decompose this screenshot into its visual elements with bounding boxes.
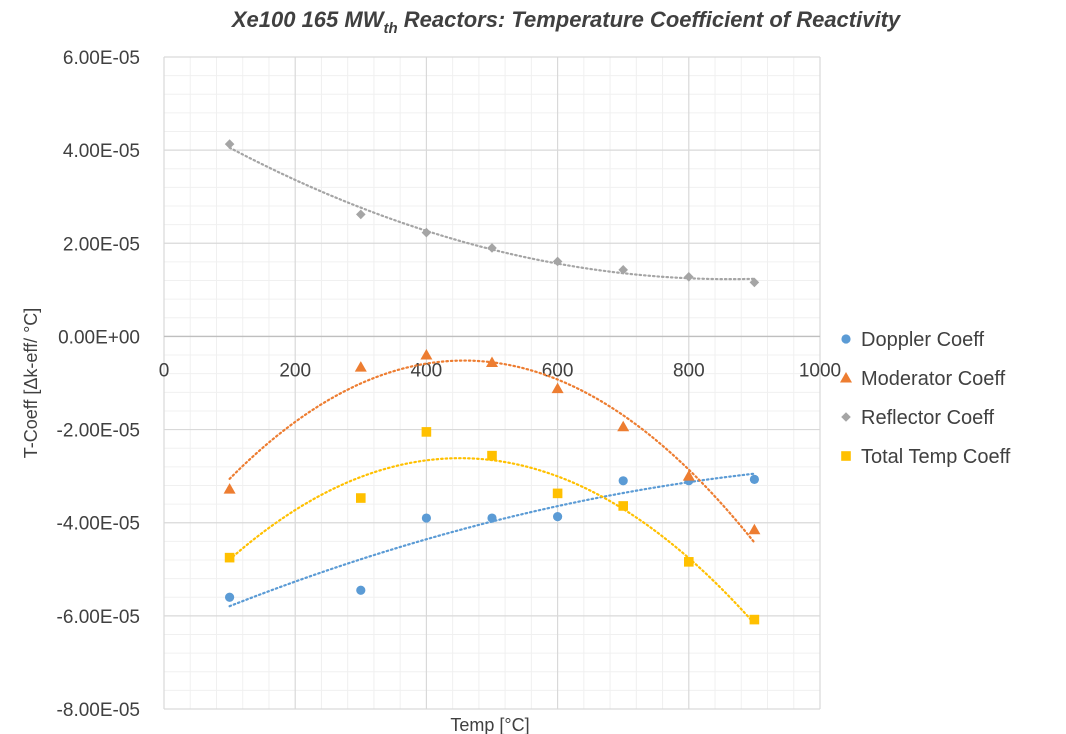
y-tick-label: -2.00E-05 xyxy=(57,421,140,442)
legend-label: Moderator Coeff xyxy=(861,368,1006,390)
data-point xyxy=(421,227,432,238)
x-tick-label: 0 xyxy=(159,360,170,381)
chart-title-subscript: th xyxy=(383,20,397,37)
data-point xyxy=(421,427,432,437)
data-point xyxy=(487,513,497,523)
data-point xyxy=(749,277,760,288)
data-point xyxy=(682,470,695,481)
series-reflector-coeff xyxy=(224,139,760,288)
legend: Doppler Coeff Moderator Coeff Reflector Co… xyxy=(840,329,1011,468)
legend-label: Doppler Coeff xyxy=(861,329,984,351)
data-point xyxy=(486,356,498,368)
legend-marker-moderator-coeff xyxy=(840,372,852,383)
data-point xyxy=(356,585,366,595)
plot-area: 6.00E-05 4.00E-05 2.00E-05 0.00E+00 -2.00E-0… xyxy=(21,48,841,734)
x-tick-label: 400 xyxy=(411,360,443,381)
data-point xyxy=(420,349,433,360)
data-point xyxy=(618,501,628,511)
data-point xyxy=(356,209,366,220)
y-tick-label: -4.00E-05 xyxy=(57,514,140,535)
legend-marker-total-temp-coeff xyxy=(841,451,851,461)
x-tick-label: 1000 xyxy=(799,360,841,381)
series-moderator-coeff xyxy=(223,349,761,535)
y-tick-label: 2.00E-05 xyxy=(63,234,140,255)
data-point xyxy=(552,256,563,267)
chart-title-rest: Reactors: Temperature Coefficient of Rea… xyxy=(398,7,902,32)
y-tick-label: 4.00E-05 xyxy=(63,141,140,162)
data-point xyxy=(749,614,760,625)
trendline-reflector-coeff xyxy=(228,146,756,281)
data-point xyxy=(684,557,694,567)
data-point xyxy=(553,512,563,522)
x-axis-label: Temp [°C] xyxy=(450,715,529,734)
data-point xyxy=(552,488,563,499)
data-point xyxy=(749,474,760,485)
data-point xyxy=(551,382,564,394)
data-point xyxy=(356,493,366,503)
data-point xyxy=(684,272,694,282)
chart-title: Xe100 165 MWth Reactors: Temperature Coe… xyxy=(230,7,902,37)
data-point xyxy=(618,265,628,275)
data-point xyxy=(223,483,236,494)
data-point xyxy=(487,243,497,253)
y-tick-label: -8.00E-05 xyxy=(57,700,140,721)
y-tick-label: 6.00E-05 xyxy=(63,48,140,69)
data-point xyxy=(487,450,497,461)
series-doppler-coeff xyxy=(225,474,760,602)
data-point xyxy=(617,420,630,432)
legend-label: Total Temp Coeff xyxy=(861,446,1011,468)
x-tick-label: 600 xyxy=(542,360,574,381)
x-tick-label: 200 xyxy=(279,360,311,381)
plot-background xyxy=(164,57,820,709)
legend-marker-reflector-coeff xyxy=(841,412,851,422)
data-point xyxy=(618,476,628,486)
y-tick-label: -6.00E-05 xyxy=(57,607,140,628)
data-point xyxy=(748,523,761,535)
data-point xyxy=(224,552,235,563)
series-total-temp-coeff xyxy=(224,427,760,625)
data-point xyxy=(224,139,235,149)
y-axis-label: T-Coeff [Δk-eff/ °C] xyxy=(21,308,41,459)
data-point xyxy=(225,592,235,602)
legend-marker-doppler-coeff xyxy=(841,334,851,344)
data-point xyxy=(354,361,367,372)
x-tick-label: 800 xyxy=(673,360,705,381)
data-point xyxy=(421,513,431,523)
chart-title-main: Xe100 165 MW xyxy=(230,7,386,32)
legend-label: Reflector Coeff xyxy=(861,407,994,429)
y-tick-label: 0.00E+00 xyxy=(58,327,140,348)
